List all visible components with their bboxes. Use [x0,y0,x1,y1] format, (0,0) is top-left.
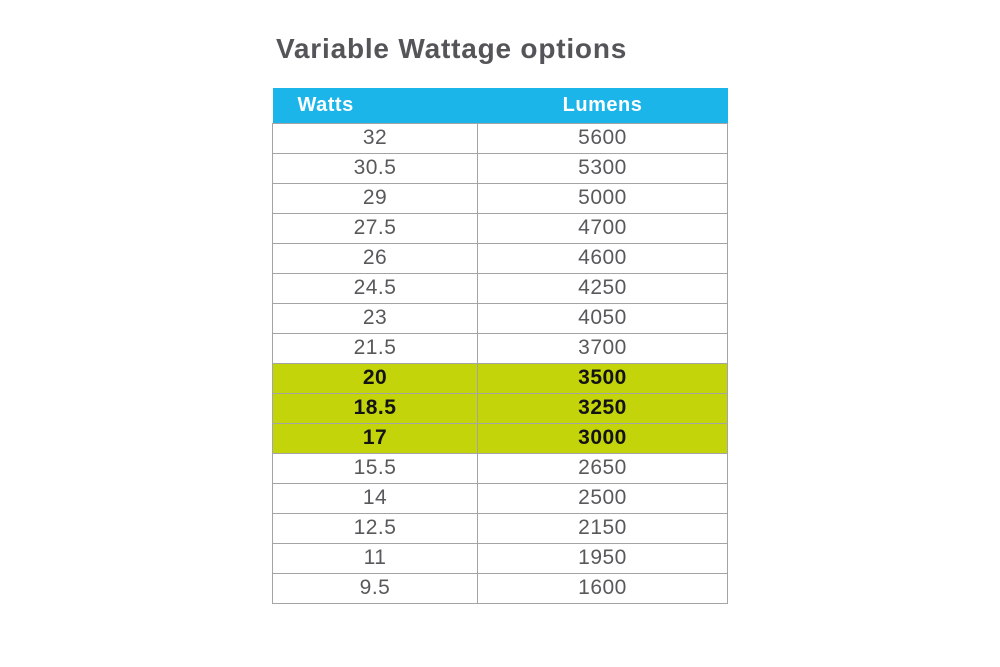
table-row: 27.5 4700 [272,212,728,244]
lumens-cell: 4050 [477,302,728,334]
watts-cell: 11 [272,542,478,574]
lumens-cell: 1950 [477,542,728,574]
watts-cell: 9.5 [272,572,478,604]
table-row: 30.5 5300 [272,152,728,184]
table-row: 18.5 3250 [272,392,728,424]
table-row: 29 5000 [272,182,728,214]
table-row: 11 1950 [272,542,728,574]
lumens-cell: 1600 [477,572,728,604]
table-row: 12.5 2150 [272,512,728,544]
watts-cell: 26 [272,242,478,274]
lumens-cell: 2500 [477,482,728,514]
watts-cell: 15.5 [272,452,478,484]
table-body: 32 5600 30.5 5300 29 5000 27.5 4700 26 4600 24.5 42… [272,122,728,604]
watts-cell: 23 [272,302,478,334]
watts-cell: 27.5 [272,212,478,244]
header-row: Watts Lumens [272,88,728,123]
table-row: 24.5 4250 [272,272,728,304]
table-header: Watts Lumens [272,88,728,123]
watts-cell: 18.5 [272,392,478,424]
watts-cell: 30.5 [272,152,478,184]
table-row: 26 4600 [272,242,728,274]
watts-cell: 17 [272,422,478,454]
table-row: 20 3500 [272,362,728,394]
table-row: 23 4050 [272,302,728,334]
watts-cell: 14 [272,482,478,514]
lumens-cell: 5300 [477,152,728,184]
watts-cell: 29 [272,182,478,214]
table-row: 21.5 3700 [272,332,728,364]
watts-cell: 24.5 [272,272,478,304]
table-row: 14 2500 [272,482,728,514]
watts-cell: 12.5 [272,512,478,544]
table-row: 17 3000 [272,422,728,454]
column-header-watts: Watts [272,88,478,123]
column-header-lumens: Lumens [477,88,728,123]
lumens-cell: 2150 [477,512,728,544]
lumens-cell: 5000 [477,182,728,214]
lumens-cell: 3700 [477,332,728,364]
watts-cell: 20 [272,362,478,394]
watts-cell: 21.5 [272,332,478,364]
lumens-cell: 3250 [477,392,728,424]
page-title: Variable Wattage options [276,33,628,64]
lumens-cell: 3000 [477,422,728,454]
lumens-cell: 4700 [477,212,728,244]
lumens-cell: 4250 [477,272,728,304]
lumens-cell: 4600 [477,242,728,274]
wattage-lumens-table: Watts Lumens 32 5600 30.5 5300 29 5000 27.5 470… [272,88,728,604]
lumens-cell: 2650 [477,452,728,484]
lumens-cell: 5600 [477,122,728,154]
table-row: 9.5 1600 [272,572,728,604]
watts-cell: 32 [272,122,478,154]
table-row: 32 5600 [272,122,728,154]
table-row: 15.5 2650 [272,452,728,484]
lumens-cell: 3500 [477,362,728,394]
